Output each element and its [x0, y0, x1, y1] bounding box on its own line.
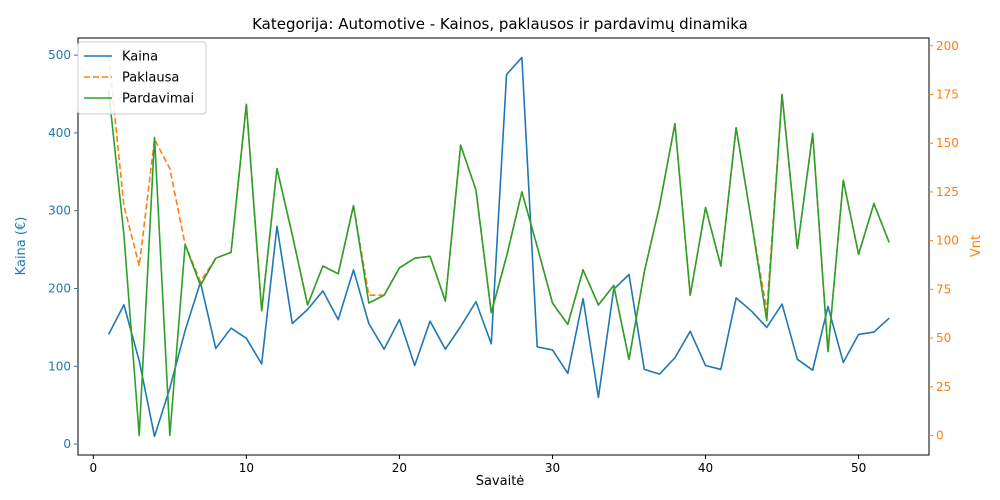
y-right-tick-label: 125 — [936, 185, 959, 199]
x-tick-label: 20 — [392, 461, 407, 475]
chart-title: Kategorija: Automotive - Kainos, paklaus… — [252, 15, 748, 33]
plot-background — [78, 38, 929, 455]
x-tick-label: 30 — [545, 461, 560, 475]
y-right-tick-label: 75 — [936, 282, 951, 296]
y-right-tick-label: 150 — [936, 136, 959, 150]
x-tick-label: 10 — [239, 461, 254, 475]
y-left-tick-label: 300 — [48, 204, 71, 218]
y-left-tick-label: 500 — [48, 48, 71, 62]
series-line-pardavimai — [107, 90, 890, 437]
y-right-tick-label: 0 — [936, 429, 944, 443]
y-right-tick-label: 100 — [936, 234, 959, 248]
x-axis-title: Savaitė — [476, 474, 525, 489]
x-tick-label: 40 — [698, 461, 713, 475]
y-left-tick-label: 100 — [48, 359, 71, 373]
x-axis-ticks: 0 10 20 30 40 50 — [89, 455, 866, 475]
y-right-tick-label: 50 — [936, 331, 951, 345]
y-right-tick-label: 175 — [936, 88, 959, 102]
axes-layer — [77, 37, 930, 456]
legend-label-paklausa: Paklausa — [122, 71, 179, 86]
plot-frame — [77, 37, 930, 456]
x-tick-label: 50 — [851, 461, 866, 475]
y-right-axis-title: Vnt — [969, 235, 984, 257]
y-right-axis-ticks: 0 25 50 75 100 125 150 175 200 — [929, 39, 959, 443]
x-tick-label: 0 — [89, 461, 97, 475]
series-layer — [107, 55, 890, 438]
legend-label-pardavimai: Pardavimai — [122, 92, 194, 107]
legend-label-kaina: Kaina — [122, 50, 158, 65]
y-left-tick-label: 200 — [48, 282, 71, 296]
series-line-kaina — [107, 56, 890, 438]
legend: Kaina Paklausa Pardavimai — [77, 41, 207, 115]
legend-box — [77, 41, 207, 115]
y-left-tick-label: 400 — [48, 126, 71, 140]
y-right-tick-label: 200 — [936, 39, 959, 53]
y-right-tick-label: 25 — [936, 380, 951, 394]
y-left-axis-ticks: 0 100 200 300 400 500 — [48, 48, 78, 451]
y-left-axis-title: Kaina (€) — [14, 217, 29, 276]
y-left-tick-label: 0 — [63, 437, 71, 451]
